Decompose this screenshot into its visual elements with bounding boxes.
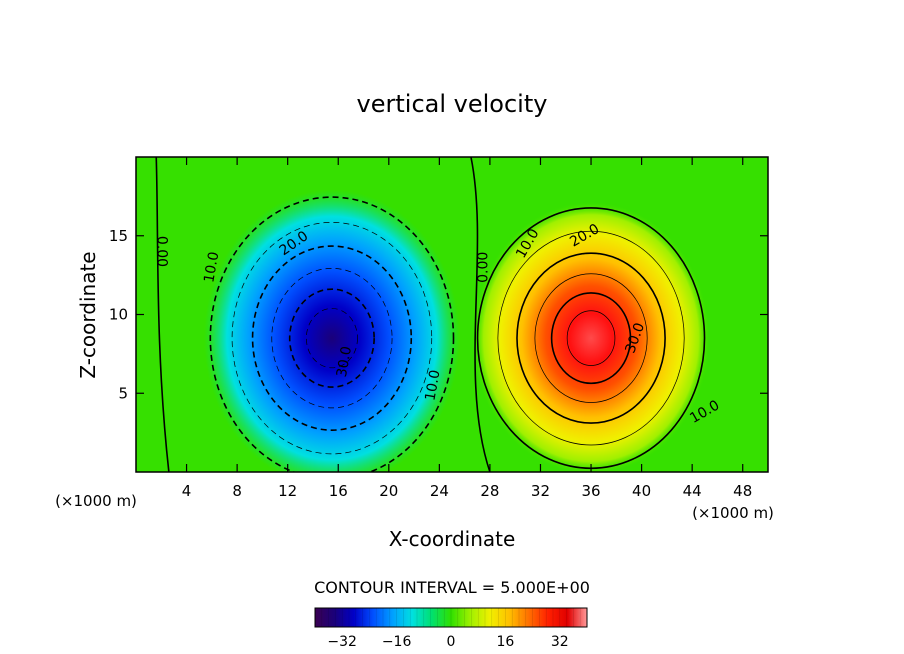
colorbar-tick-label: 32 <box>551 634 569 650</box>
contour-label: 30.0 <box>334 345 355 378</box>
positive-contour <box>516 252 666 424</box>
x-tick-label: 40 <box>632 482 651 500</box>
x-tick-label: 28 <box>480 482 499 500</box>
chart-title: vertical velocity <box>357 90 548 118</box>
positive-contour <box>534 273 648 403</box>
colorbar-tick-label: −16 <box>382 634 412 650</box>
y-axis-ticks: 5 10 15 <box>109 227 768 402</box>
x-tick-label: 32 <box>531 482 550 500</box>
x-tick-label: 20 <box>379 482 398 500</box>
x-tick-label: 12 <box>278 482 297 500</box>
y-tick-label: 5 <box>118 384 128 402</box>
y-axis-unit: (×1000 m) <box>55 492 137 510</box>
positive-contour <box>566 310 616 366</box>
colorbar-ticks: −32 −16 0 16 32 <box>327 634 568 650</box>
x-tick-label: 16 <box>329 482 348 500</box>
y-tick-label: 10 <box>109 306 128 324</box>
negative-contour <box>305 308 358 369</box>
contour-interval-text: CONTOUR INTERVAL = 5.000E+00 <box>314 578 590 597</box>
x-tick-label: 8 <box>232 482 242 500</box>
x-tick-label: 24 <box>430 482 449 500</box>
x-axis-unit: (×1000 m) <box>692 504 774 522</box>
negative-contour <box>288 288 375 388</box>
contour-label: 10.0 <box>422 369 443 402</box>
x-tick-label: 4 <box>182 482 192 500</box>
colorbar-ramp <box>314 607 588 628</box>
y-tick-label: 15 <box>109 227 128 245</box>
x-tick-label: 36 <box>581 482 600 500</box>
downdraft-cell <box>203 189 460 472</box>
contour-label: 0.00 <box>153 236 169 267</box>
negative-contour <box>251 245 413 431</box>
colorbar-tick-label: −32 <box>327 634 357 650</box>
updraft-cell <box>471 201 711 472</box>
contour-label: 10.0 <box>201 251 222 284</box>
negative-contour <box>209 196 455 472</box>
contour-lines <box>155 157 706 472</box>
y-axis-label: Z-coordinate <box>76 251 100 378</box>
contour-label: 0.00 <box>476 252 492 283</box>
x-tick-label: 48 <box>733 482 752 500</box>
colorbar <box>314 607 588 628</box>
colorbar-tick-label: 16 <box>496 634 514 650</box>
x-axis-label: X-coordinate <box>389 527 516 551</box>
negative-contour <box>271 268 393 409</box>
zero-contour <box>155 157 170 472</box>
positive-contour <box>550 292 632 385</box>
colorbar-tick-label: 0 <box>447 634 456 650</box>
x-axis-ticks: 4 8 12 16 20 24 28 32 36 40 44 48 <box>182 157 752 500</box>
x-tick-label: 44 <box>683 482 702 500</box>
zero-contour <box>470 157 491 472</box>
positive-contour <box>497 230 685 446</box>
negative-contour <box>231 221 433 455</box>
